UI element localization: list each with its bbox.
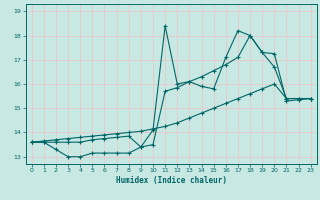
X-axis label: Humidex (Indice chaleur): Humidex (Indice chaleur) [116, 176, 227, 185]
